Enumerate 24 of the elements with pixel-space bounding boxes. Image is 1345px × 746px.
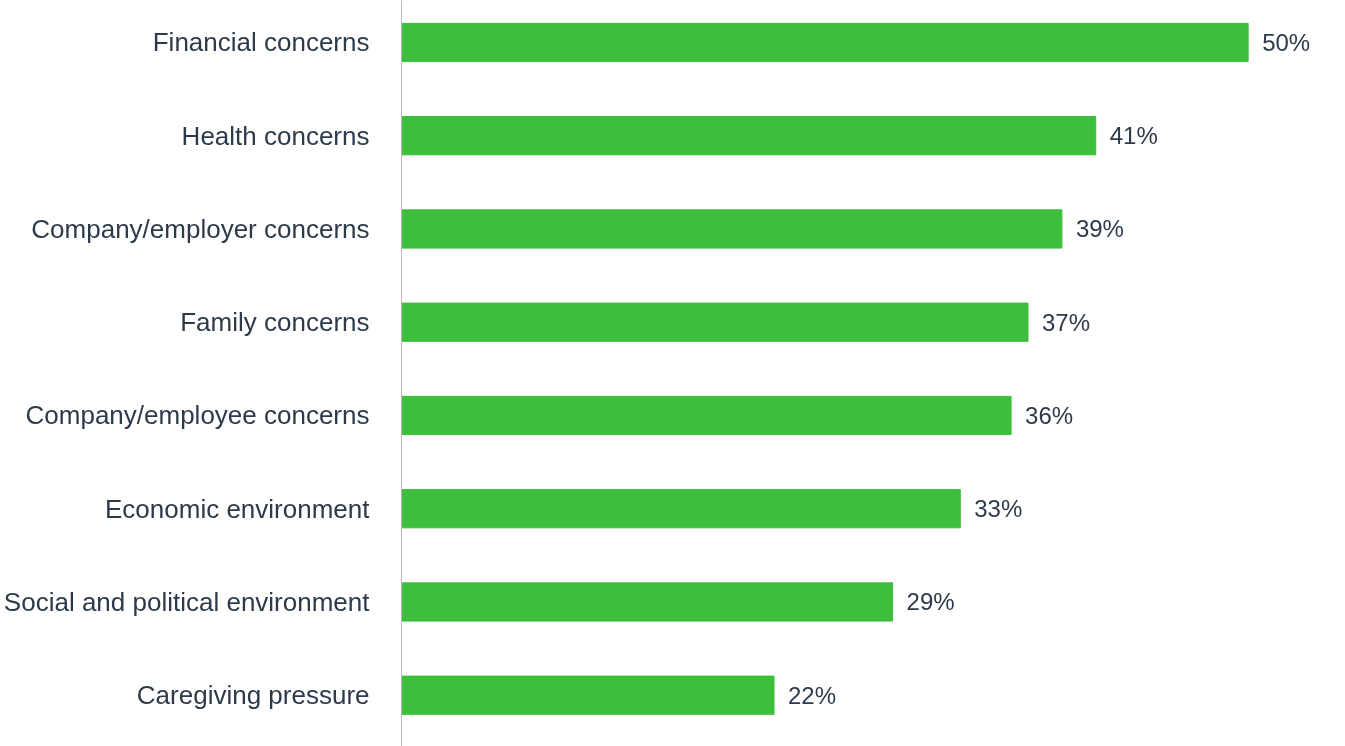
- bar: [401, 582, 894, 622]
- bar: [401, 302, 1029, 342]
- data-label: 29%: [906, 588, 955, 616]
- data-label: 39%: [1075, 215, 1124, 243]
- y-tick-label: Social and political environment: [3, 586, 371, 617]
- y-tick-label: Company/employer concerns: [31, 213, 370, 244]
- data-label: 50%: [1262, 28, 1311, 56]
- data-label: 36%: [1025, 401, 1074, 429]
- bar: [401, 395, 1012, 436]
- y-tick-label: Health concerns: [181, 120, 370, 151]
- bar: [401, 675, 775, 715]
- y-tick-label: Economic environment: [105, 493, 371, 524]
- data-label: 41%: [1109, 122, 1158, 150]
- y-tick-label: Financial concerns: [152, 27, 370, 58]
- data-label: 33%: [974, 495, 1023, 523]
- y-tick-label: Company/employee concerns: [25, 400, 370, 431]
- data-label: 22%: [788, 681, 837, 709]
- bar: [401, 22, 1249, 63]
- y-tick-label: Caregiving pressure: [136, 680, 370, 711]
- bar: [401, 489, 961, 529]
- y-tick-label: Family concerns: [180, 307, 370, 338]
- data-label: 37%: [1042, 308, 1091, 336]
- bar: [401, 116, 1097, 156]
- bar: [401, 209, 1063, 249]
